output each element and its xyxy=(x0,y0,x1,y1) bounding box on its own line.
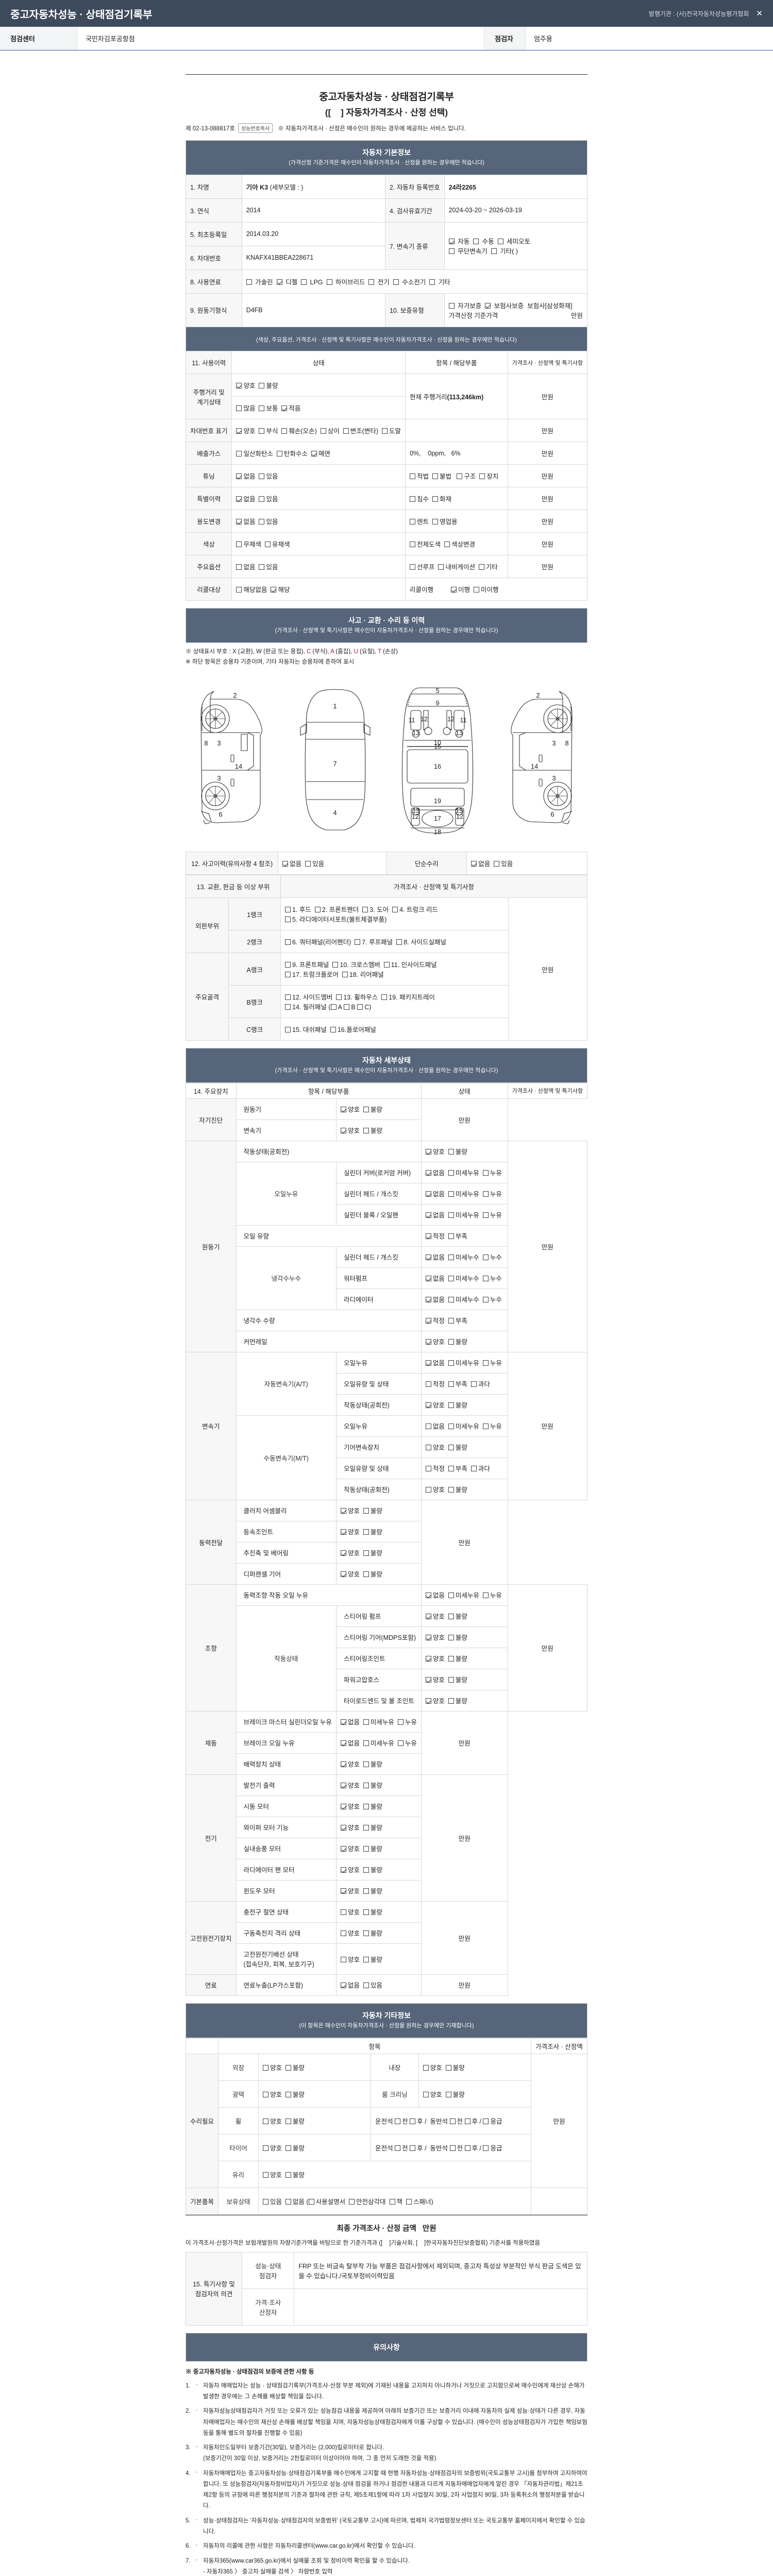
svg-text:7: 7 xyxy=(333,760,337,768)
svg-text:3: 3 xyxy=(552,774,556,782)
svg-text:14: 14 xyxy=(235,762,242,770)
svg-text:8: 8 xyxy=(565,739,568,747)
svg-text:19: 19 xyxy=(434,798,441,805)
svg-text:6: 6 xyxy=(550,810,554,818)
svg-text:18: 18 xyxy=(434,828,441,836)
svg-text:2: 2 xyxy=(536,691,540,699)
svg-text:3: 3 xyxy=(217,774,221,782)
svg-text:12: 12 xyxy=(412,813,419,820)
svg-text:2: 2 xyxy=(233,691,237,699)
svg-text:4: 4 xyxy=(333,809,337,817)
svg-text:17: 17 xyxy=(434,815,441,822)
svg-text:3: 3 xyxy=(217,739,221,747)
svg-text:11: 11 xyxy=(408,717,415,724)
svg-text:8: 8 xyxy=(204,739,208,747)
svg-text:14: 14 xyxy=(531,762,538,770)
svg-text:1: 1 xyxy=(333,702,337,710)
svg-text:13: 13 xyxy=(412,730,419,737)
svg-text:16: 16 xyxy=(434,763,441,770)
svg-text:5: 5 xyxy=(435,687,439,694)
svg-text:3: 3 xyxy=(552,739,556,747)
svg-text:12: 12 xyxy=(421,716,428,723)
svg-text:12: 12 xyxy=(447,716,455,723)
svg-text:11: 11 xyxy=(460,717,466,724)
svg-text:13: 13 xyxy=(456,730,463,737)
svg-text:12: 12 xyxy=(456,813,463,820)
svg-text:6: 6 xyxy=(219,810,222,818)
svg-text:15: 15 xyxy=(434,743,441,750)
svg-text:9: 9 xyxy=(435,700,439,707)
